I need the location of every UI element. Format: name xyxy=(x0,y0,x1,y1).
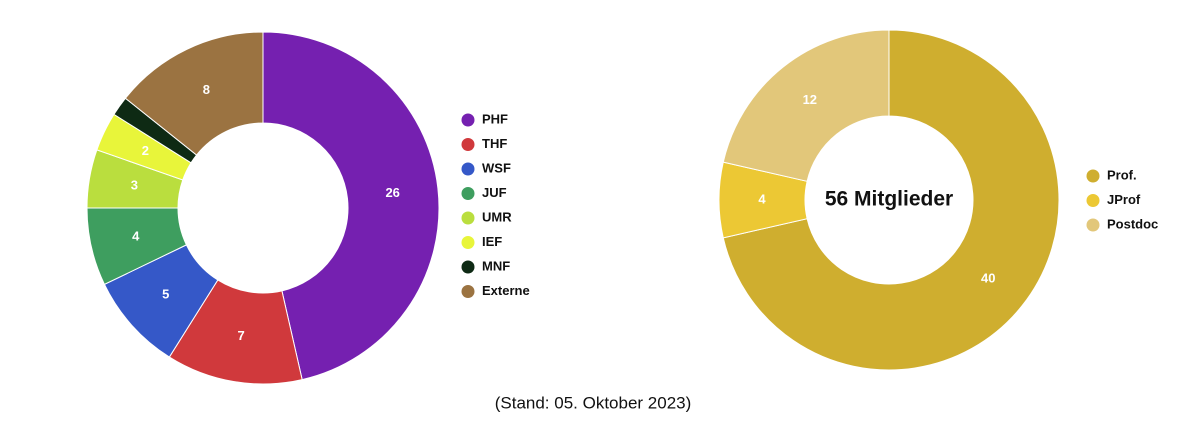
legend-label: Prof. xyxy=(1107,167,1137,182)
legend-marker xyxy=(461,138,475,151)
legend-marker xyxy=(1086,169,1100,183)
slice xyxy=(722,29,1060,371)
legend-marker xyxy=(1086,194,1100,207)
legend-label: JProf xyxy=(1107,192,1141,207)
slice xyxy=(262,31,440,381)
footer: (Stand: 05. Oktober 2023) xyxy=(495,393,692,412)
data-label: 5 xyxy=(162,286,169,301)
legend-label: PHF xyxy=(482,111,508,126)
legend-label: Postdoc xyxy=(1107,216,1158,231)
legend-marker xyxy=(461,211,475,225)
legend-marker xyxy=(461,236,475,249)
legend-label: IEF xyxy=(482,234,502,249)
legend-marker xyxy=(461,187,475,200)
center-label: 56 Mitglieder xyxy=(825,188,953,211)
data-label: 4 xyxy=(132,228,140,243)
data-label: 3 xyxy=(131,178,138,193)
slice xyxy=(124,31,264,156)
legend-marker xyxy=(461,162,475,176)
data-label: 26 xyxy=(385,185,399,200)
data-label: 4 xyxy=(758,191,766,206)
legend-label: THF xyxy=(482,136,507,151)
legend-label: UMR xyxy=(482,209,512,224)
legend-marker xyxy=(1086,218,1100,232)
legend-marker xyxy=(461,113,475,127)
legend-marker xyxy=(461,260,475,274)
data-label: 12 xyxy=(803,92,817,107)
data-label: 2 xyxy=(142,143,149,158)
legend-label: JUF xyxy=(482,185,507,200)
legend-label: Externe xyxy=(482,283,530,298)
data-label: 7 xyxy=(238,328,245,343)
legend-marker xyxy=(461,285,475,298)
legend-label: WSF xyxy=(482,160,511,175)
legend-label: MNF xyxy=(482,258,510,273)
data-label: 40 xyxy=(981,271,995,286)
data-label: 8 xyxy=(203,82,210,97)
slice xyxy=(722,29,890,182)
